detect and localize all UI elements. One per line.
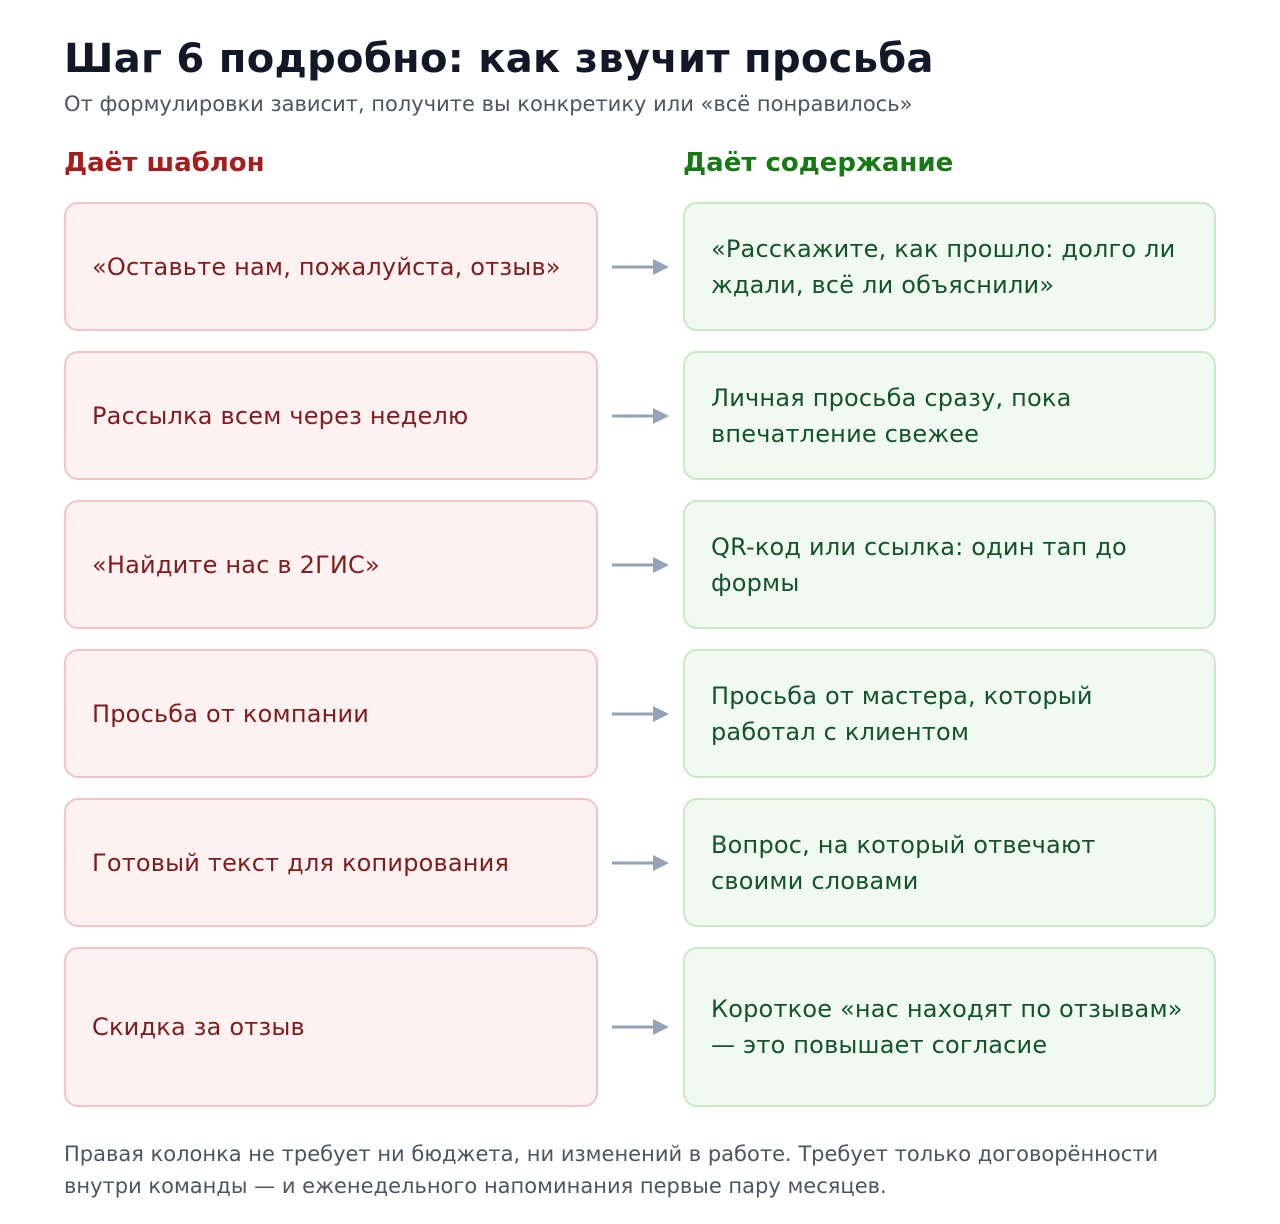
template-card-text: «Найдите нас в 2ГИС»	[92, 550, 380, 579]
content-card: Вопрос, на который отвечают своими слова…	[683, 798, 1216, 927]
content-card: Личная просьба сразу, пока впечатление с…	[683, 351, 1216, 480]
content-card-text: Вопрос, на который отвечают своими слова…	[711, 830, 1096, 895]
arrow-right-icon	[612, 1019, 669, 1035]
template-card: Скидка за отзыв	[64, 947, 598, 1107]
arrow-right-icon	[612, 259, 669, 275]
template-card-text: «Оставьте нам, пожалуйста, отзыв»	[92, 252, 561, 281]
content-card: Просьба от мастера, который работал с кл…	[683, 649, 1216, 778]
content-card: «Расскажите, как прошло: долго ли ждали,…	[683, 202, 1216, 331]
template-card: Просьба от компании	[64, 649, 598, 778]
content-card-text: Просьба от мастера, который работал с кл…	[711, 681, 1093, 746]
page-subtitle: От формулировки зависит, получите вы кон…	[64, 92, 913, 116]
content-card: Короткое «нас находят по отзывам» — это …	[683, 947, 1216, 1107]
content-card-text: Личная просьба сразу, пока впечатление с…	[711, 383, 1072, 448]
arrow-right-icon	[612, 557, 669, 573]
column-header-template: Даёт шаблон	[64, 148, 265, 178]
page-title: Шаг 6 подробно: как звучит просьба	[64, 36, 934, 82]
template-card: Рассылка всем через неделю	[64, 351, 598, 480]
content-card-text: «Расскажите, как прошло: долго ли ждали,…	[711, 234, 1176, 299]
content-card: QR-код или ссылка: один тап до формы	[683, 500, 1216, 629]
template-card: «Оставьте нам, пожалуйста, отзыв»	[64, 202, 598, 331]
arrow-right-icon	[612, 408, 669, 424]
template-card: Готовый текст для копирования	[64, 798, 598, 927]
template-card-text: Готовый текст для копирования	[92, 848, 510, 877]
content-card-text: QR-код или ссылка: один тап до формы	[711, 532, 1127, 597]
template-card-text: Скидка за отзыв	[92, 1013, 305, 1041]
arrow-right-icon	[612, 706, 669, 722]
footer-note: Правая колонка не требует ни бюджета, ни…	[64, 1142, 1159, 1198]
column-header-content: Даёт содержание	[683, 148, 954, 178]
template-card-text: Рассылка всем через неделю	[92, 401, 469, 430]
content-card-text: Короткое «нас находят по отзывам» — это …	[711, 995, 1183, 1059]
template-card-text: Просьба от компании	[92, 699, 370, 728]
template-card: «Найдите нас в 2ГИС»	[64, 500, 598, 629]
arrow-right-icon	[612, 855, 669, 871]
